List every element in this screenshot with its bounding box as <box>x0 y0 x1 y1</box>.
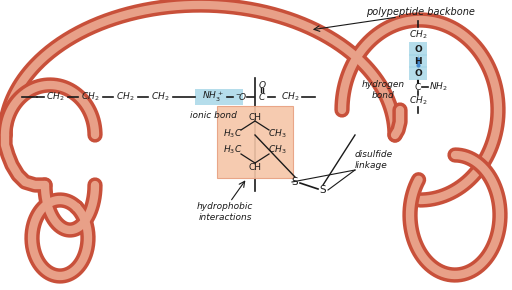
Text: S: S <box>319 185 326 195</box>
Text: $O$: $O$ <box>258 79 266 90</box>
Text: $H_3C$: $H_3C$ <box>223 144 243 156</box>
Text: CH: CH <box>248 162 262 171</box>
Text: $CH_2$: $CH_2$ <box>46 91 64 103</box>
FancyBboxPatch shape <box>409 42 427 56</box>
Text: CH: CH <box>248 113 262 122</box>
Text: O: O <box>414 68 422 77</box>
Text: $H_3C$: $H_3C$ <box>223 128 243 140</box>
Text: $CH_2$: $CH_2$ <box>281 91 299 103</box>
Text: $CH_2$: $CH_2$ <box>409 29 427 41</box>
Text: disulfide
linkage: disulfide linkage <box>355 150 393 171</box>
Text: $C$: $C$ <box>258 92 266 102</box>
Text: O: O <box>414 44 422 53</box>
Text: $O$: $O$ <box>238 92 246 102</box>
Text: $CH_2$: $CH_2$ <box>116 91 134 103</box>
Text: $NH_2$: $NH_2$ <box>429 81 447 93</box>
Text: C: C <box>415 82 421 92</box>
Text: polypeptide backbone: polypeptide backbone <box>366 7 475 17</box>
Text: hydrophobic
interactions: hydrophobic interactions <box>197 202 253 222</box>
Text: $CH_2$: $CH_2$ <box>409 95 427 107</box>
Text: S: S <box>292 177 298 187</box>
Text: $NH_3^+$: $NH_3^+$ <box>202 90 224 104</box>
FancyBboxPatch shape <box>409 54 427 68</box>
Text: $CH_2$: $CH_2$ <box>81 91 99 103</box>
Text: hydrogen
bond: hydrogen bond <box>361 79 404 100</box>
Text: $CH_3$: $CH_3$ <box>268 144 286 156</box>
Text: $^-$: $^-$ <box>234 90 241 99</box>
FancyBboxPatch shape <box>195 89 243 105</box>
Text: H: H <box>414 57 422 66</box>
FancyBboxPatch shape <box>217 106 293 178</box>
FancyBboxPatch shape <box>409 66 427 80</box>
Text: $CH_3$: $CH_3$ <box>268 128 286 140</box>
Text: ionic bond: ionic bond <box>189 110 237 119</box>
Text: $CH_2$: $CH_2$ <box>151 91 169 103</box>
